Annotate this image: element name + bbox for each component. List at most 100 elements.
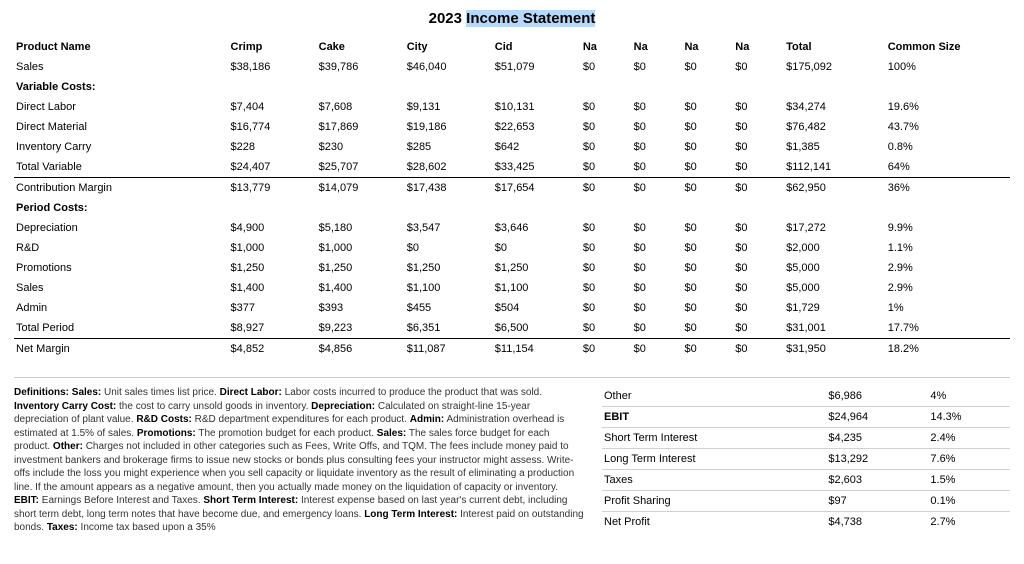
summary-pct: 2.7% [928, 512, 1010, 533]
definition-text: Unit sales times list price. [101, 387, 219, 398]
table-cell: $0 [632, 137, 683, 157]
definition-term: Direct Labor: [220, 387, 282, 398]
summary-value: $97 [826, 491, 928, 512]
table-cell: Net Margin [14, 339, 229, 360]
column-header: Na [581, 37, 632, 57]
table-cell: $0 [632, 298, 683, 318]
table-cell: $14,079 [317, 178, 405, 199]
table-cell: $25,707 [317, 157, 405, 178]
table-cell: $0 [733, 97, 784, 117]
table-cell: $0 [581, 278, 632, 298]
table-cell: $0 [581, 238, 632, 258]
table-cell: $0 [682, 339, 733, 360]
table-cell: $9,223 [317, 318, 405, 339]
table-cell: $51,079 [493, 57, 581, 77]
table-cell [784, 198, 886, 218]
table-cell: $0 [733, 178, 784, 199]
table-cell: $1,400 [317, 278, 405, 298]
table-cell: $0 [733, 339, 784, 360]
table-cell: $1,000 [317, 238, 405, 258]
income-table-body: Sales$38,186$39,786$46,040$51,079$0$0$0$… [14, 57, 1010, 359]
table-cell: $4,856 [317, 339, 405, 360]
table-row: Period Costs: [14, 198, 1010, 218]
table-cell: 2.9% [886, 258, 1010, 278]
table-cell: $28,602 [405, 157, 493, 178]
table-cell [886, 77, 1010, 97]
table-cell: $377 [229, 298, 317, 318]
table-cell: Contribution Margin [14, 178, 229, 199]
table-cell: $0 [733, 157, 784, 178]
definition-text: Earnings Before Interest and Taxes. [39, 495, 203, 506]
table-cell: $285 [405, 137, 493, 157]
table-cell: $0 [632, 218, 683, 238]
table-cell [733, 198, 784, 218]
table-cell: $6,500 [493, 318, 581, 339]
table-cell: $0 [733, 258, 784, 278]
table-cell: $0 [581, 157, 632, 178]
table-cell: $8,927 [229, 318, 317, 339]
definition-term: Admin: [410, 414, 444, 425]
table-cell: $4,852 [229, 339, 317, 360]
table-row: Inventory Carry$228$230$285$642$0$0$0$0$… [14, 137, 1010, 157]
definition-text: R&D department expenditures for each pro… [192, 414, 410, 425]
column-header: Na [682, 37, 733, 57]
table-cell [405, 198, 493, 218]
table-cell [229, 198, 317, 218]
table-cell [784, 77, 886, 97]
summary-row: Taxes$2,6031.5% [602, 470, 1010, 491]
table-cell: $0 [632, 238, 683, 258]
table-cell: $0 [682, 97, 733, 117]
table-cell: $38,186 [229, 57, 317, 77]
summary-pct: 2.4% [928, 428, 1010, 449]
table-cell: 1% [886, 298, 1010, 318]
table-cell: $33,425 [493, 157, 581, 178]
table-cell: $0 [682, 178, 733, 199]
definition-term: Short Term Interest: [203, 495, 298, 506]
table-cell: $0 [682, 57, 733, 77]
title-highlight: Income Statement [466, 10, 595, 27]
definition-text: Labor costs incurred to produce the prod… [282, 387, 542, 398]
table-cell: $16,774 [229, 117, 317, 137]
table-row: Total Variable$24,407$25,707$28,602$33,4… [14, 157, 1010, 178]
table-cell: $1,250 [317, 258, 405, 278]
table-cell: $0 [632, 339, 683, 360]
table-cell: $0 [682, 278, 733, 298]
table-cell: $0 [581, 258, 632, 278]
table-cell [733, 77, 784, 97]
definition-term: Sales: [377, 428, 406, 439]
definition-term: R&D Costs: [136, 414, 192, 425]
definition-term: Depreciation: [311, 401, 375, 412]
definition-text: Charges not included in other categories… [14, 441, 574, 493]
title-year: 2023 [429, 10, 467, 27]
summary-row: Short Term Interest$4,2352.4% [602, 428, 1010, 449]
column-header: Common Size [886, 37, 1010, 57]
table-cell: 64% [886, 157, 1010, 178]
table-row: Sales$38,186$39,786$46,040$51,079$0$0$0$… [14, 57, 1010, 77]
table-cell: $0 [581, 57, 632, 77]
table-row: Admin$377$393$455$504$0$0$0$0$1,7291% [14, 298, 1010, 318]
summary-value: $2,603 [826, 470, 928, 491]
column-header: Total [784, 37, 886, 57]
table-cell: $0 [733, 57, 784, 77]
summary-label: Short Term Interest [602, 428, 826, 449]
table-cell: $17,654 [493, 178, 581, 199]
summary-value: $4,738 [826, 512, 928, 533]
table-cell: $0 [733, 238, 784, 258]
table-cell: $0 [581, 339, 632, 360]
table-cell: $230 [317, 137, 405, 157]
table-cell: $504 [493, 298, 581, 318]
definition-term: EBIT: [14, 495, 39, 506]
table-cell: 9.9% [886, 218, 1010, 238]
table-cell: $0 [632, 97, 683, 117]
table-cell: Variable Costs: [14, 77, 229, 97]
summary-value: $24,964 [826, 407, 928, 428]
definition-term: Other: [53, 441, 83, 452]
table-cell: $7,404 [229, 97, 317, 117]
table-cell: Sales [14, 278, 229, 298]
table-cell: $11,087 [405, 339, 493, 360]
table-cell: $76,482 [784, 117, 886, 137]
table-cell: R&D [14, 238, 229, 258]
table-cell: $0 [733, 278, 784, 298]
table-cell: $31,950 [784, 339, 886, 360]
table-row: Promotions$1,250$1,250$1,250$1,250$0$0$0… [14, 258, 1010, 278]
